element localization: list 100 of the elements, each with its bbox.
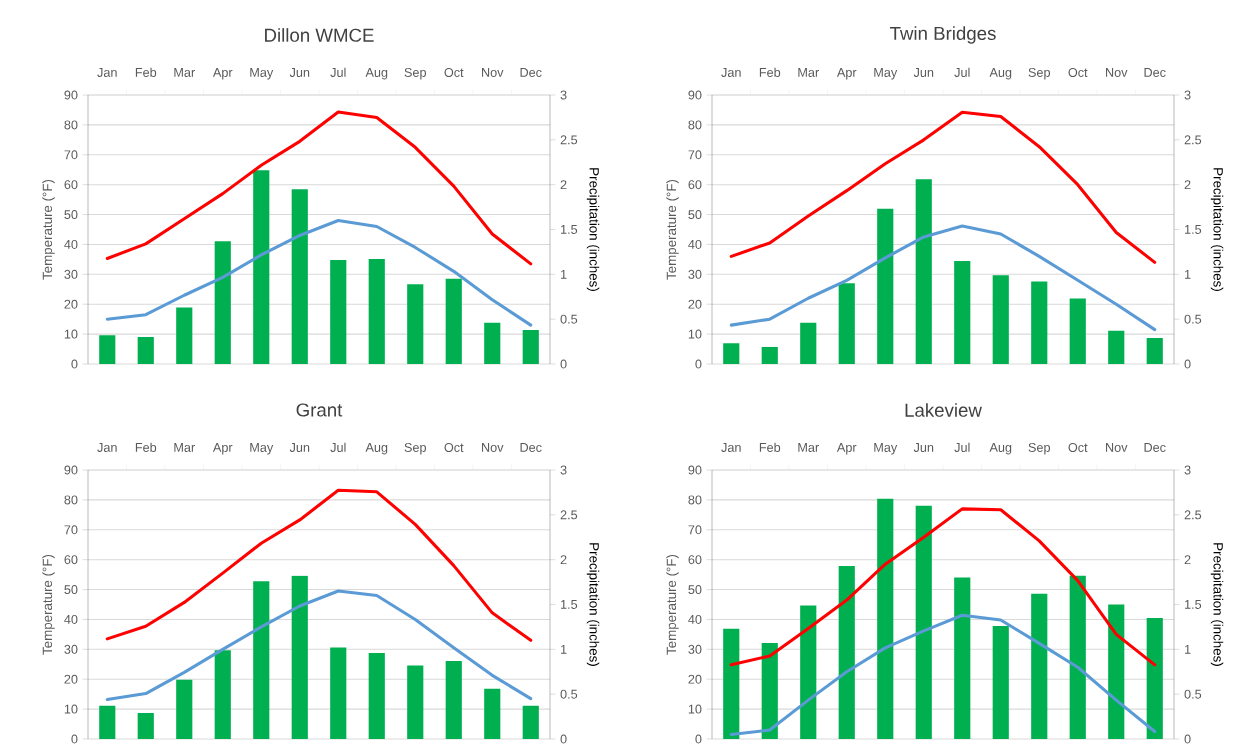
- y2-tick-label: 1.5: [1185, 600, 1202, 609]
- y2-tick-label: 0: [560, 734, 567, 744]
- y2-tick-label: 0: [1184, 734, 1191, 744]
- x-tick-label: Apr: [836, 443, 857, 455]
- bar: [214, 241, 231, 364]
- y-tick-label: 90: [64, 90, 78, 100]
- x-tick-label: Mar: [174, 68, 195, 77]
- y-tick-label: 30: [64, 269, 78, 279]
- bar: [407, 284, 424, 364]
- y2-tick-label: 1: [1185, 269, 1191, 279]
- x-tick-label: Nov: [482, 68, 504, 77]
- y-axis-title: Temperature (°F): [666, 554, 679, 655]
- line-series: [729, 110, 1157, 264]
- x-tick-label: Oct: [1068, 67, 1088, 77]
- bar: [368, 259, 385, 364]
- y2-tick-label: 0.5: [560, 314, 578, 324]
- y2-axis-title: Precipitation (inches): [586, 543, 600, 666]
- y-tick-label: 60: [688, 180, 702, 190]
- bar: [761, 346, 778, 364]
- x-tick-label: Mar: [174, 443, 195, 452]
- bar: [99, 705, 116, 739]
- bar: [484, 688, 501, 739]
- bar: [330, 259, 347, 364]
- line-series: [105, 218, 533, 327]
- bar: [253, 170, 270, 364]
- x-tick-label: Apr: [212, 68, 233, 80]
- x-tick-label: May: [250, 68, 274, 80]
- y-axis-title: Temperature (°F): [666, 179, 679, 280]
- y-tick-label: 0: [695, 734, 702, 744]
- y-tick-label: 10: [688, 704, 702, 714]
- bar: [484, 322, 501, 364]
- bar: [176, 307, 193, 364]
- bar: [99, 335, 116, 364]
- bar: [838, 565, 855, 739]
- x-tick-label: Jun: [289, 68, 310, 77]
- y-tick-label: 40: [64, 239, 78, 249]
- y2-tick-label: 3: [560, 465, 567, 475]
- chart-title: Lakeview: [905, 403, 982, 417]
- y2-tick-label: 2: [560, 180, 567, 190]
- y2-tick-label: 0.5: [1184, 689, 1202, 699]
- x-tick-label: Jun: [289, 443, 310, 452]
- bar: [1069, 575, 1086, 739]
- y-tick-label: 40: [688, 614, 702, 624]
- x-tick-label: Oct: [444, 442, 464, 452]
- bar: [761, 643, 778, 739]
- bar: [445, 278, 462, 364]
- y2-tick-label: 1.5: [1185, 225, 1202, 234]
- y2-tick-label: 1: [1185, 644, 1191, 654]
- y2-tick-label: 2.5: [560, 510, 578, 520]
- bar: [368, 652, 385, 739]
- chart-title: Dillon WMCE: [265, 28, 374, 42]
- x-tick-label: May: [874, 443, 898, 455]
- bar: [291, 189, 308, 364]
- x-tick-label: Dec: [520, 68, 542, 77]
- y2-tick-label: 1: [561, 269, 567, 279]
- bar: [176, 679, 193, 739]
- x-tick-label: Nov: [1106, 68, 1128, 77]
- bar: [1108, 330, 1125, 364]
- line-series: [729, 224, 1157, 332]
- x-tick-label: Dec: [1144, 68, 1166, 77]
- y2-tick-label: 3: [1184, 90, 1191, 100]
- y-tick-label: 0: [71, 359, 78, 369]
- x-tick-label: Nov: [1106, 443, 1128, 452]
- x-tick-label: Oct: [444, 67, 464, 77]
- y-axis-title: Temperature (°F): [42, 179, 55, 280]
- y-tick-label: 80: [688, 120, 702, 130]
- y2-tick-label: 1.5: [561, 225, 578, 234]
- x-tick-label: Aug: [989, 68, 1012, 80]
- y2-tick-label: 0.5: [1184, 314, 1202, 324]
- x-tick-label: Sep: [404, 67, 426, 80]
- y-tick-label: 50: [64, 585, 78, 595]
- bar: [253, 581, 270, 739]
- y2-tick-label: 0: [560, 359, 567, 369]
- y2-tick-label: 1.5: [561, 600, 578, 609]
- bar: [522, 329, 539, 364]
- y2-tick-label: 0.5: [560, 689, 578, 699]
- bar: [992, 275, 1009, 364]
- y-tick-label: 10: [64, 329, 78, 339]
- x-tick-label: Aug: [365, 443, 388, 455]
- x-tick-label: Apr: [212, 443, 233, 455]
- y2-axis-title: Precipitation (inches): [586, 168, 600, 291]
- x-tick-label: Dec: [520, 443, 542, 452]
- y-tick-label: 30: [64, 644, 78, 654]
- bar: [1031, 593, 1048, 739]
- y-tick-label: 70: [64, 150, 78, 160]
- bar: [915, 179, 932, 364]
- y2-tick-label: 1: [561, 644, 567, 654]
- x-tick-label: Apr: [836, 68, 857, 80]
- bar: [954, 260, 971, 364]
- x-tick-label: Sep: [1028, 67, 1050, 80]
- x-tick-label: Aug: [365, 68, 388, 80]
- bar: [291, 575, 308, 739]
- x-tick-label: Dec: [1144, 443, 1166, 452]
- y2-tick-label: 2: [1184, 555, 1191, 565]
- x-tick-label: Nov: [482, 443, 504, 452]
- chart-title: Twin Bridges: [889, 26, 996, 44]
- y2-axis-title: Precipitation (inches): [1210, 168, 1224, 291]
- x-tick-label: Jun: [913, 68, 934, 77]
- x-tick-label: Feb: [135, 442, 157, 452]
- y-tick-label: 90: [688, 90, 702, 100]
